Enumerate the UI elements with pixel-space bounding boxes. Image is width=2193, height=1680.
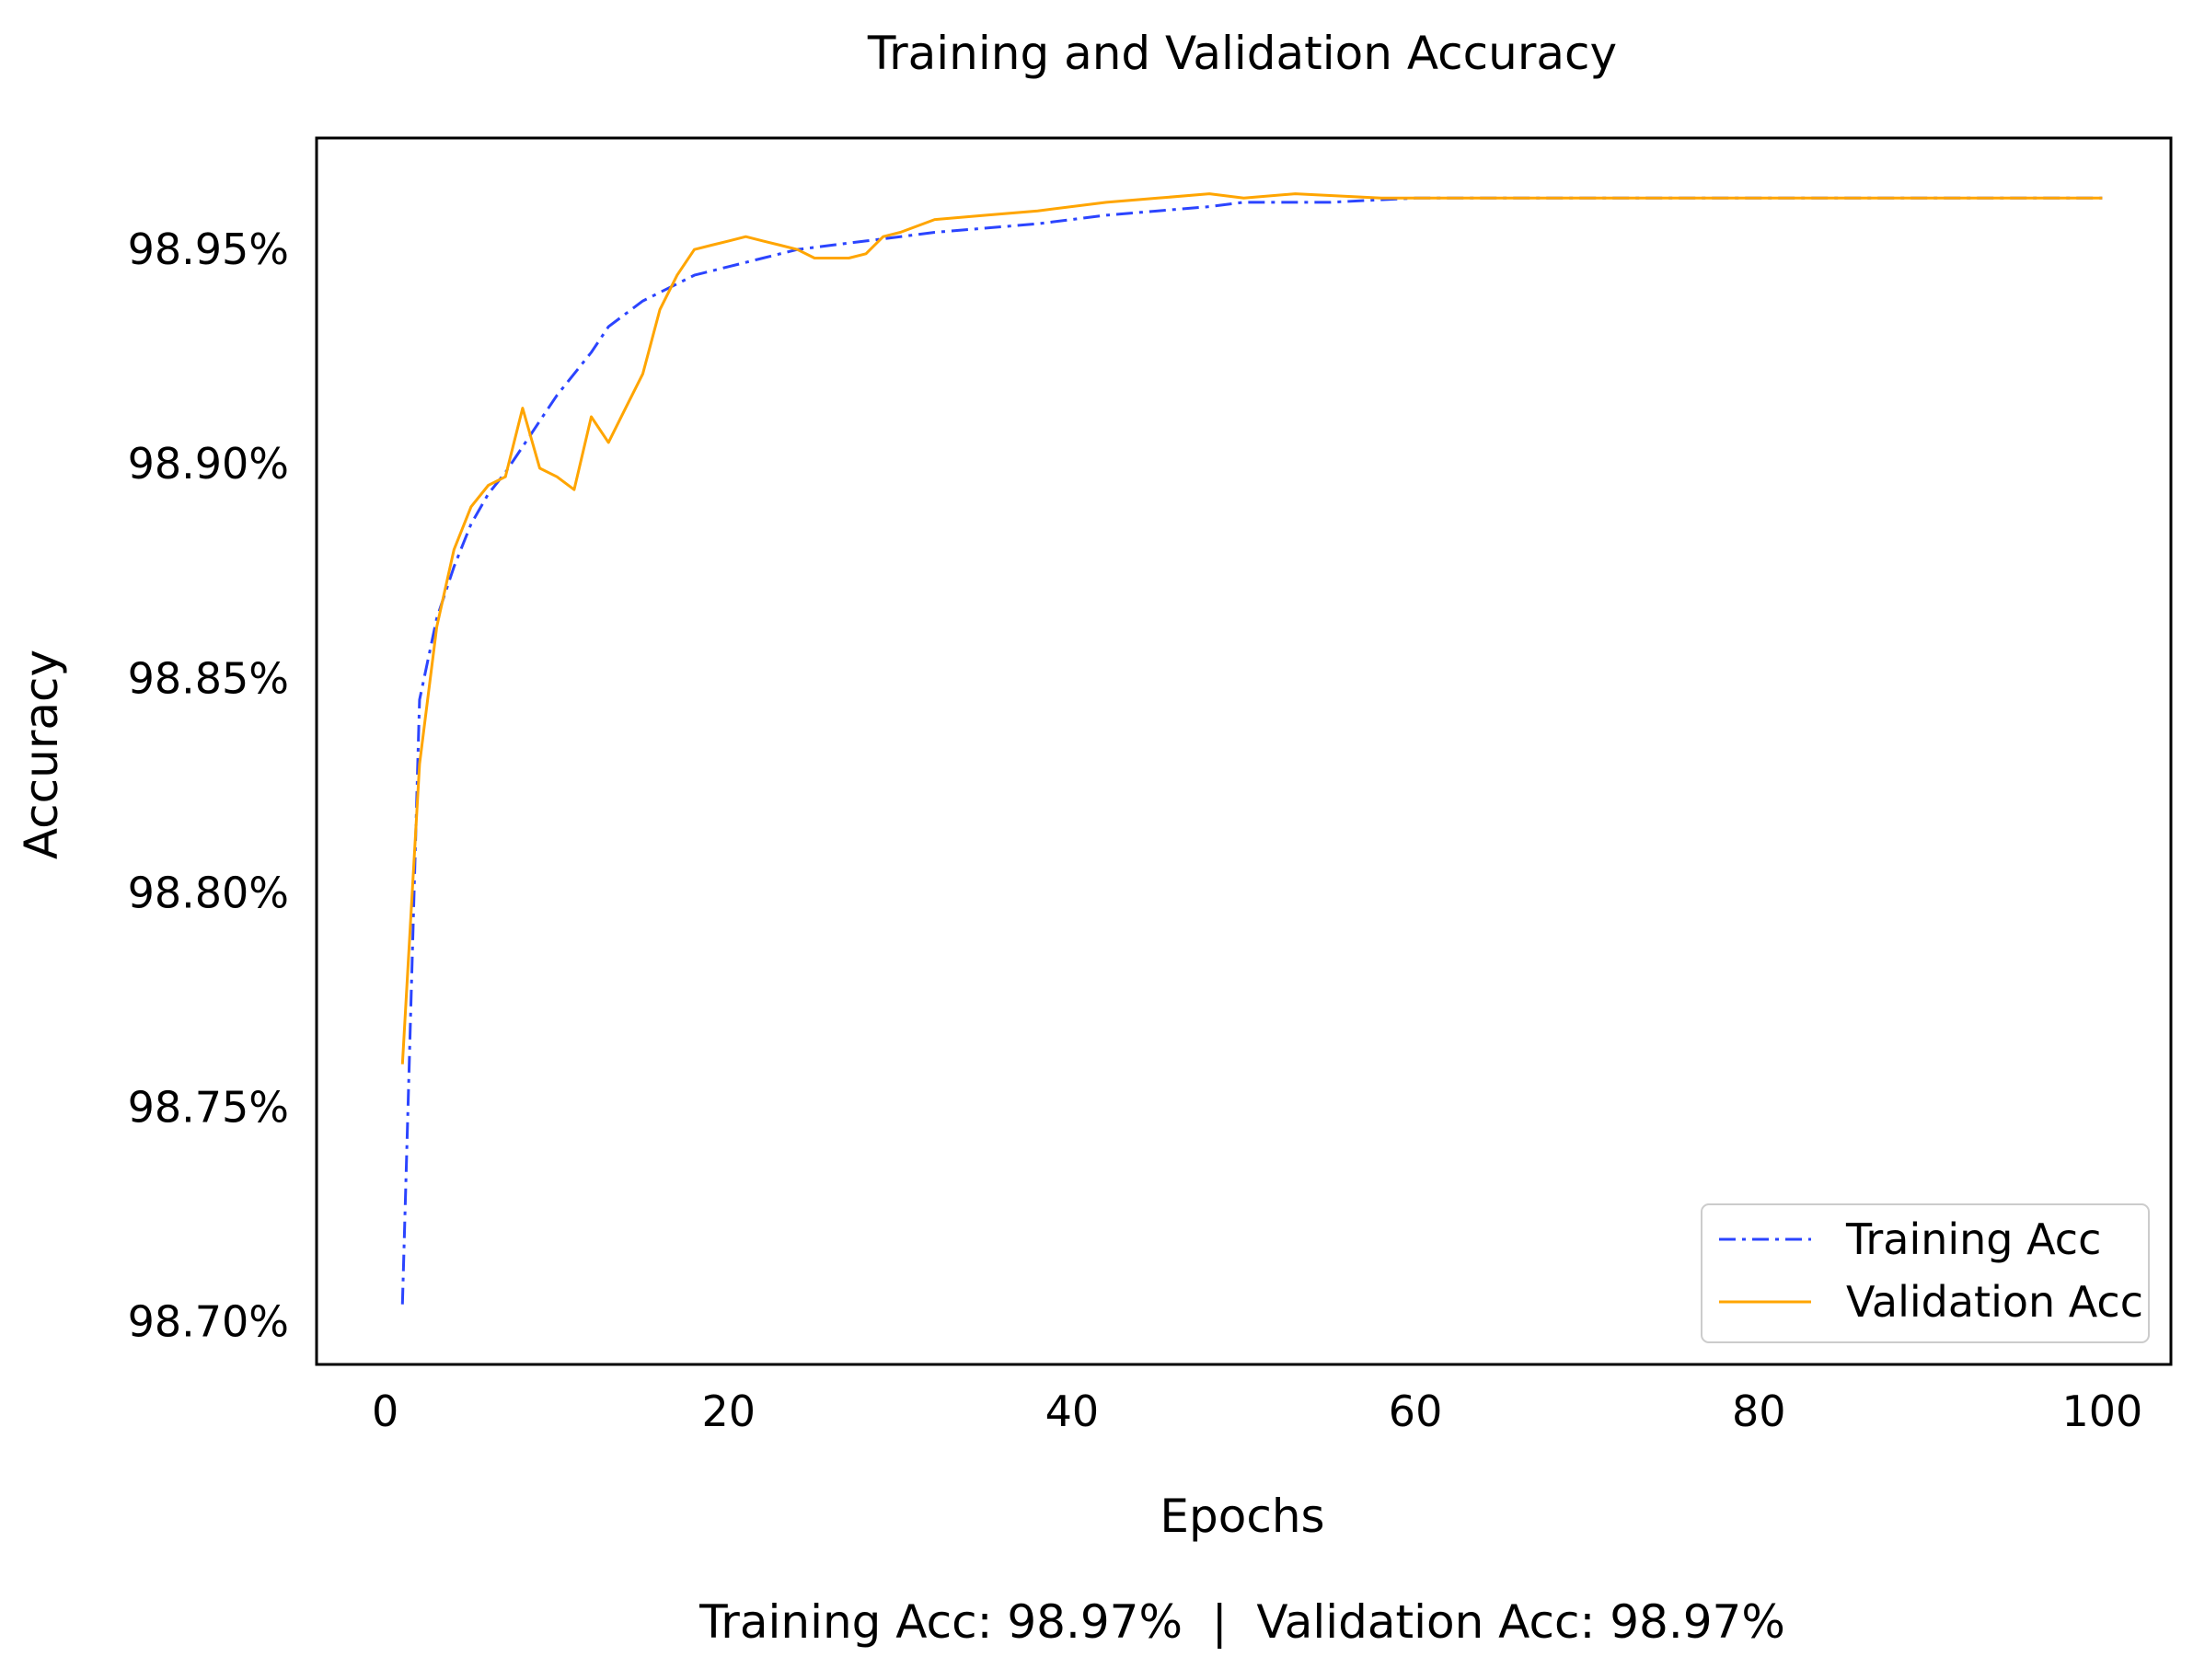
legend-label-training: Training Acc <box>1845 1214 2101 1264</box>
y-tick-label: 98.85% <box>128 653 289 703</box>
x-tick-label: 80 <box>1732 1387 1786 1436</box>
x-tick-label: 20 <box>702 1387 756 1436</box>
legend-box <box>1701 1203 2150 1343</box>
plot-area <box>315 136 2173 1366</box>
y-tick-label: 98.95% <box>128 224 289 274</box>
x-tick-labels: 0 20 40 60 80 100 <box>372 1387 2142 1436</box>
series-layer <box>400 192 2103 1305</box>
y-axis-label: Accuracy <box>15 650 68 859</box>
x-tick-label: 40 <box>1045 1387 1100 1436</box>
plot-frame <box>315 136 2173 1366</box>
x-tick-label: 60 <box>1389 1387 1443 1436</box>
validation-acc-line <box>400 192 2103 1064</box>
legend: Training Acc Validation Acc <box>1701 1203 2150 1343</box>
legend-label-validation: Validation Acc <box>1846 1277 2143 1327</box>
x-tick-label: 0 <box>372 1387 398 1436</box>
training-acc-line <box>400 196 2103 1305</box>
y-tick-labels: 98.70% 98.75% 98.80% 98.85% 98.90% 98.95% <box>128 224 289 1346</box>
x-axis-label: Epochs <box>1160 1490 1324 1543</box>
accuracy-summary: Training Acc: 98.97% | Validation Acc: 9… <box>698 1595 1785 1649</box>
x-tick-label: 100 <box>2061 1387 2142 1436</box>
y-tick-label: 98.70% <box>128 1296 289 1346</box>
y-tick-label: 98.75% <box>128 1082 289 1132</box>
y-tick-label: 98.80% <box>128 868 289 917</box>
y-tick-label: 98.90% <box>128 439 289 489</box>
chart-title: Training and Validation Accuracy <box>867 27 1617 80</box>
